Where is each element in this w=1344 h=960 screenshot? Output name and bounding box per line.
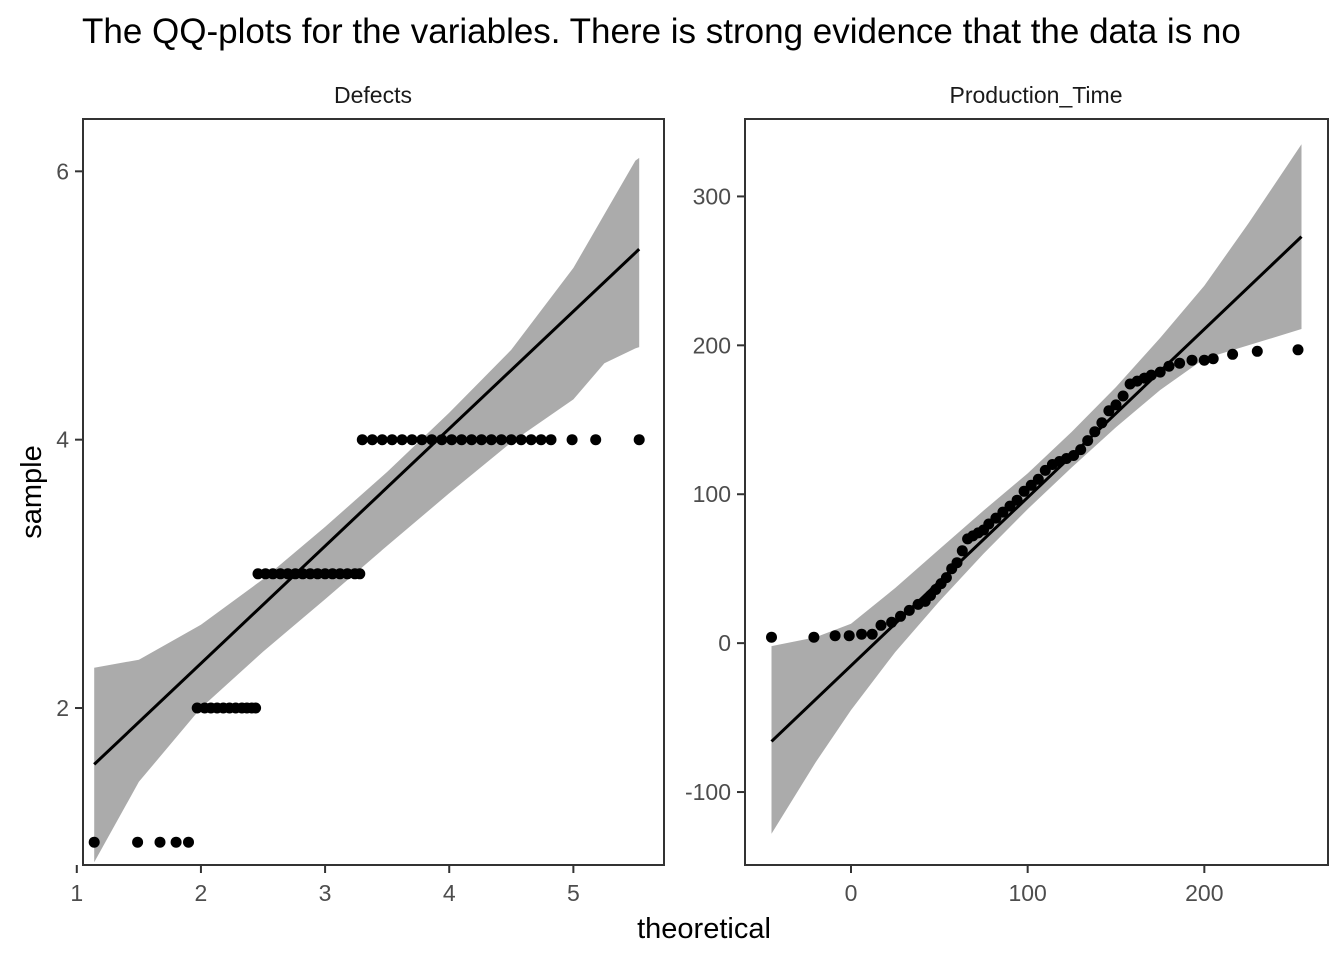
- production-time-x-tick-label: 0: [845, 880, 858, 906]
- defects-point: [132, 836, 144, 848]
- production-time-point: [1198, 354, 1210, 366]
- defects-panel-border: [82, 118, 665, 866]
- defects-confidence-band: [94, 157, 640, 863]
- production-time-point: [808, 631, 820, 643]
- defects-point: [354, 568, 366, 580]
- defects-point: [515, 434, 527, 446]
- production-time-point: [1145, 369, 1157, 381]
- production-time-point: [875, 619, 887, 631]
- defects-point: [566, 434, 578, 446]
- defects-reference-line: [93, 248, 641, 766]
- defects-point: [466, 434, 478, 446]
- production-time-point: [886, 616, 898, 628]
- production-time-point: [1207, 353, 1219, 365]
- defects-point: [495, 434, 507, 446]
- production-time-point: [1096, 417, 1108, 429]
- defects-point: [396, 434, 408, 446]
- production-time-point: [1117, 390, 1129, 402]
- production-time-strip-label: Production_Time: [949, 82, 1122, 108]
- production-time-point: [766, 631, 777, 643]
- defects-strip-label: Defects: [334, 82, 412, 108]
- defects-y-tick-label: 4: [56, 427, 69, 453]
- defects-panel: Defects 1 2 3 4 5 2 4 6: [56, 82, 665, 906]
- defects-point: [154, 836, 166, 848]
- production-time-point: [1186, 354, 1198, 366]
- defects-point: [366, 434, 378, 446]
- defects-point: [88, 836, 100, 848]
- defects-point: [376, 434, 388, 446]
- defects-y-tick-label: 2: [56, 695, 69, 721]
- production-time-y-tick-label: 100: [693, 481, 731, 507]
- defects-point: [426, 434, 438, 446]
- production-time-point: [1227, 348, 1239, 360]
- defects-point: [406, 434, 418, 446]
- production-time-point: [1110, 399, 1122, 411]
- production-time-point: [940, 572, 952, 584]
- production-time-y-tick-label: -100: [685, 779, 731, 805]
- defects-point: [505, 434, 517, 446]
- production-time-point: [1292, 344, 1304, 356]
- production-time-x-tick-label: 200: [1185, 880, 1223, 906]
- defects-point: [416, 434, 428, 446]
- defects-point: [485, 434, 497, 446]
- production-time-y-tick-label: 0: [718, 630, 731, 656]
- production-time-point: [843, 630, 855, 642]
- defects-x-tick-label: 2: [195, 880, 208, 906]
- defects-y-tick-label: 6: [56, 158, 69, 184]
- production-time-y-tick-label: 200: [693, 332, 731, 358]
- production-time-point: [1251, 345, 1263, 357]
- defects-x-tick-label: 1: [70, 880, 83, 906]
- production-time-point: [1075, 444, 1087, 456]
- production-time-point: [951, 557, 963, 569]
- production-time-point: [866, 628, 878, 640]
- production-time-point: [956, 545, 968, 557]
- defects-point: [476, 434, 487, 446]
- production-time-panel: Production_Time 0 100 200 -100 0 100 200 300: [685, 82, 1329, 906]
- defects-point: [386, 434, 398, 446]
- production-time-y-tick-label: 300: [693, 183, 731, 209]
- defects-x-tick-label: 3: [319, 880, 332, 906]
- defects-point: [525, 434, 537, 446]
- production-time-point: [1089, 426, 1101, 438]
- defects-point: [535, 434, 547, 446]
- production-time-point: [903, 604, 915, 616]
- production-time-point: [1082, 435, 1094, 447]
- production-time-point: [1154, 366, 1166, 378]
- x-axis-title: theoretical: [637, 913, 771, 945]
- defects-x-tick-label: 4: [443, 880, 456, 906]
- defects-point: [436, 434, 448, 446]
- production-time-point: [856, 628, 868, 640]
- defects-point: [590, 434, 602, 446]
- production-time-reference-line: [770, 235, 1303, 743]
- production-time-point: [1163, 360, 1175, 372]
- defects-point: [545, 434, 557, 446]
- defects-point: [633, 434, 645, 446]
- production-time-point: [1011, 494, 1023, 506]
- defects-point: [250, 702, 262, 714]
- production-time-point: [1032, 473, 1044, 485]
- defects-point: [356, 434, 368, 446]
- defects-point: [170, 836, 182, 848]
- figure-title: The QQ-plots for the variables. There is…: [82, 12, 1241, 51]
- defects-x-tick-label: 5: [567, 880, 580, 906]
- defects-point: [446, 434, 458, 446]
- production-time-panel-border: [744, 118, 1329, 866]
- production-time-point: [1174, 357, 1186, 369]
- production-time-point: [829, 630, 841, 642]
- defects-point: [456, 434, 468, 446]
- production-time-x-tick-label: 100: [1008, 880, 1046, 906]
- defects-point: [183, 836, 194, 848]
- y-axis-title: sample: [16, 445, 48, 539]
- production-time-point: [895, 610, 906, 622]
